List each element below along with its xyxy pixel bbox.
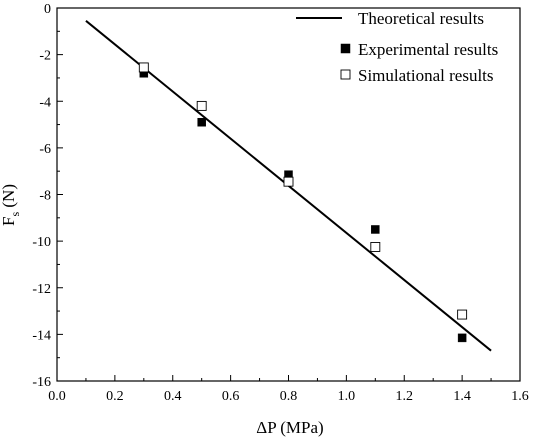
experimental-point xyxy=(371,225,380,234)
legend: Theoretical results Experimental results S… xyxy=(296,9,498,85)
x-tick-label: 1.0 xyxy=(338,389,356,404)
y-axis-label-sub: s xyxy=(8,212,22,217)
y-axis-label-unit: (N) xyxy=(0,184,18,212)
y-tick-label: -6 xyxy=(39,142,51,157)
simulational-point xyxy=(138,62,149,73)
x-tick-label: 0.6 xyxy=(222,389,240,404)
experimental-point xyxy=(457,333,467,343)
plot-frame xyxy=(56,7,521,382)
simulational-point xyxy=(370,242,381,252)
experimental-point xyxy=(197,117,206,127)
simulational-point xyxy=(283,176,294,187)
x-tick-label: 1.6 xyxy=(511,389,529,404)
y-axis-label: Fs (N) xyxy=(0,184,22,226)
axes xyxy=(56,7,521,382)
legend-open-square-symbol xyxy=(340,69,351,80)
x-tick-label: 0.8 xyxy=(280,389,298,404)
ticks xyxy=(56,7,521,382)
x-tick-label: 0.2 xyxy=(106,389,124,404)
y-tick-label: -4 xyxy=(39,95,51,110)
legend-filled-square-symbol xyxy=(340,43,351,54)
legend-experimental-results: Experimental results xyxy=(358,40,498,59)
x-tick-label: 1.4 xyxy=(453,389,471,404)
y-tick-label: -16 xyxy=(32,375,51,390)
x-axis-label: ΔP (MPa) xyxy=(256,418,323,437)
x-tick-label: 1.2 xyxy=(396,389,414,404)
y-tick-label: -10 xyxy=(32,235,51,250)
svg-text:Fs (N): Fs (N) xyxy=(0,184,22,226)
tick-labels: 0.0 0.2 0.4 0.6 0.8 1.0 1.2 1.4 1.6 0 -2 -4 -6 -8 -10 -… xyxy=(32,2,528,404)
y-tick-label: -8 xyxy=(39,189,51,204)
simulational-point xyxy=(457,309,468,320)
legend-theoretical-results: Theoretical results xyxy=(358,9,484,28)
simulational-point xyxy=(196,100,207,111)
plot-area xyxy=(85,20,492,352)
x-tick-label: 0.4 xyxy=(164,389,182,404)
y-tick-label: -14 xyxy=(32,328,51,343)
y-tick-label: -2 xyxy=(39,49,51,64)
x-tick-label: 0.0 xyxy=(48,389,66,404)
y-axis-label-main: F xyxy=(0,217,18,226)
y-tick-label: -12 xyxy=(32,282,51,297)
legend-simulational-results: Simulational results xyxy=(358,66,494,85)
y-tick-label: 0 xyxy=(44,2,51,17)
